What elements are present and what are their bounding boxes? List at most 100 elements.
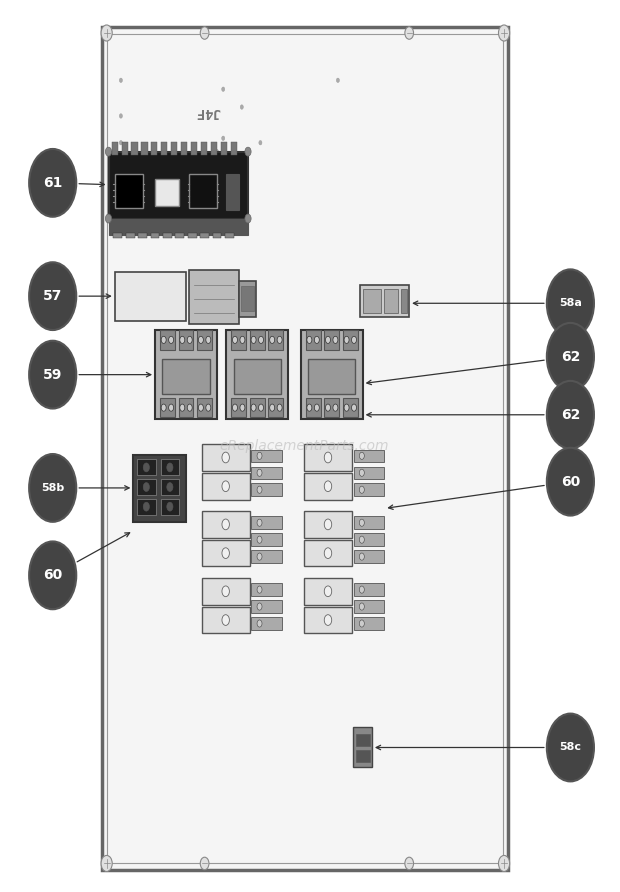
Bar (161, 459, 179, 475)
Bar (155, 179, 179, 206)
Bar (221, 142, 227, 155)
Circle shape (257, 553, 262, 560)
Bar (308, 359, 355, 394)
Circle shape (360, 486, 365, 493)
Circle shape (119, 140, 123, 145)
Bar (354, 550, 384, 563)
Circle shape (29, 262, 76, 330)
Bar (102, 27, 508, 870)
Bar (241, 286, 254, 311)
Bar (304, 511, 352, 538)
Bar (107, 34, 503, 863)
Circle shape (105, 214, 112, 223)
Bar (354, 516, 384, 529)
Bar (360, 285, 409, 317)
Circle shape (180, 404, 185, 411)
Circle shape (241, 104, 243, 109)
Circle shape (259, 404, 263, 411)
Bar (151, 142, 157, 155)
Bar (306, 398, 321, 417)
Bar (356, 734, 370, 746)
Circle shape (326, 336, 330, 343)
Circle shape (324, 481, 332, 491)
Circle shape (257, 536, 262, 543)
Bar (252, 617, 282, 630)
Circle shape (257, 603, 262, 610)
Bar (250, 398, 265, 417)
Circle shape (187, 404, 192, 411)
Bar (161, 479, 179, 495)
Circle shape (200, 27, 209, 39)
Bar (202, 607, 250, 633)
Text: 60: 60 (43, 568, 63, 582)
Bar (324, 398, 339, 417)
Circle shape (169, 336, 174, 343)
Bar (226, 330, 288, 419)
Bar (211, 142, 217, 155)
Circle shape (257, 586, 262, 593)
Circle shape (245, 147, 251, 156)
Circle shape (360, 519, 365, 526)
Bar (202, 540, 250, 566)
Circle shape (222, 136, 224, 140)
Circle shape (326, 404, 330, 411)
Circle shape (360, 620, 365, 627)
Bar (234, 359, 281, 394)
Bar (354, 617, 384, 630)
Circle shape (167, 463, 173, 472)
Circle shape (257, 519, 262, 526)
Bar (200, 233, 209, 238)
Circle shape (222, 615, 229, 625)
Bar (231, 142, 237, 155)
Bar (115, 272, 186, 321)
Bar (189, 174, 217, 208)
Circle shape (360, 603, 365, 610)
Circle shape (206, 404, 211, 411)
Circle shape (307, 336, 312, 343)
Bar (201, 142, 207, 155)
Bar (126, 233, 135, 238)
Bar (252, 533, 282, 546)
Bar (138, 233, 147, 238)
Circle shape (259, 336, 263, 343)
Circle shape (547, 381, 594, 449)
Circle shape (167, 502, 173, 511)
Circle shape (232, 404, 237, 411)
Bar (163, 233, 172, 238)
Circle shape (257, 469, 262, 476)
Bar (304, 540, 352, 566)
Circle shape (180, 336, 185, 343)
Circle shape (360, 536, 365, 543)
Bar (252, 483, 282, 496)
Bar (252, 583, 282, 596)
Circle shape (167, 483, 173, 491)
Circle shape (143, 502, 149, 511)
Bar (324, 330, 339, 350)
Circle shape (336, 78, 340, 83)
Bar (304, 578, 352, 605)
Circle shape (119, 78, 123, 83)
Bar (162, 359, 210, 394)
Circle shape (547, 714, 594, 781)
Bar (112, 142, 118, 155)
Circle shape (29, 454, 76, 522)
Bar (122, 142, 128, 155)
Bar (202, 578, 250, 605)
Text: J4F: J4F (195, 104, 220, 119)
Bar (252, 600, 282, 613)
Bar (179, 398, 193, 417)
Circle shape (333, 404, 338, 411)
Bar (225, 233, 234, 238)
Bar (202, 444, 250, 471)
Circle shape (105, 147, 112, 156)
Circle shape (240, 404, 245, 411)
Circle shape (547, 448, 594, 516)
Bar (239, 281, 256, 317)
Circle shape (232, 336, 237, 343)
Bar (155, 330, 217, 419)
Text: 62: 62 (560, 408, 580, 422)
Circle shape (277, 404, 282, 411)
Bar (354, 583, 384, 596)
Circle shape (352, 336, 356, 343)
Bar (181, 142, 187, 155)
